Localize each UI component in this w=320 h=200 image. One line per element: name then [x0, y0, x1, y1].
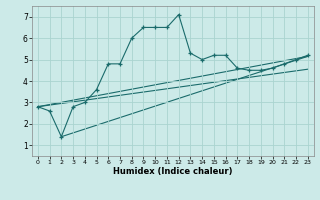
X-axis label: Humidex (Indice chaleur): Humidex (Indice chaleur)	[113, 167, 233, 176]
